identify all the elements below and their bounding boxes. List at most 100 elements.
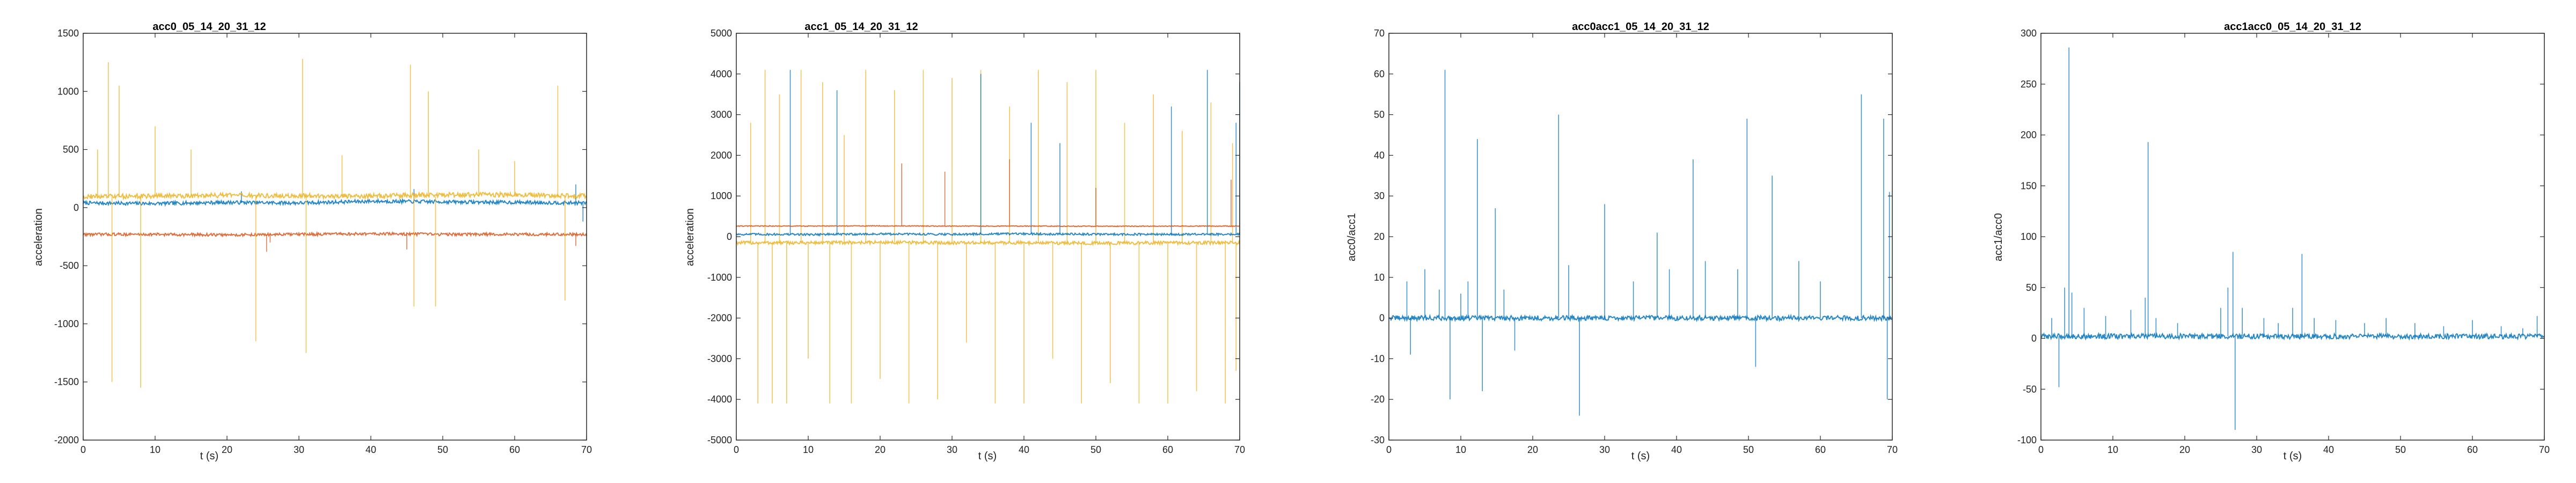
y-tick-label: -4000	[707, 394, 732, 405]
series-line	[83, 191, 587, 201]
plot-area: 0 10 20 30 40 50 60 70 -5000 -4000 -3000 -2000 -1000…	[707, 28, 1245, 455]
y-tick-label: 250	[2021, 79, 2037, 90]
y-tick-label: 20	[1374, 231, 1385, 242]
y-tick-label: 1500	[57, 28, 79, 39]
series-2	[83, 58, 587, 388]
subplot-acc0: acc0_05_14_20_31_12 acceleration t (s) 0…	[33, 21, 592, 462]
x-tick-label: 40	[1671, 444, 1682, 455]
x-tick-label: 70	[581, 444, 592, 455]
x-tick-label: 20	[875, 444, 885, 455]
y-tick-label: -1500	[54, 377, 79, 387]
subplot-acc1acc0: acc1acc0_05_14_20_31_12 acc1/acc0 t (s) …	[1993, 21, 2550, 462]
y-tick-label: -500	[60, 260, 79, 271]
x-tick-label: 30	[2251, 444, 2262, 455]
y-tick-label: 0	[2031, 333, 2037, 344]
x-tick-label: 0	[734, 444, 739, 455]
y-tick-label: 100	[2021, 231, 2037, 242]
x-tick-label: 50	[2395, 444, 2406, 455]
series-1	[83, 231, 587, 252]
y-tick-label: 40	[1374, 150, 1385, 160]
x-tick-label: 10	[1455, 444, 1466, 455]
y-tick-label: 3000	[711, 109, 732, 120]
y-tick-label: 150	[2021, 180, 2037, 191]
x-tick-label: 20	[2179, 444, 2190, 455]
x-tick-label: 50	[437, 444, 448, 455]
x-tick-label: 0	[80, 444, 86, 455]
x-tick-label: 10	[803, 444, 814, 455]
x-tick-label: 50	[1091, 444, 1101, 455]
x-tick-label: 40	[365, 444, 376, 455]
y-tick-label: -100	[2017, 435, 2037, 445]
x-tick-label: 30	[1599, 444, 1610, 455]
x-tick-label: 20	[222, 444, 232, 455]
y-tick-label: 50	[2026, 282, 2037, 293]
y-tick-label: -3000	[707, 353, 732, 364]
x-tick-label: 60	[1815, 444, 1826, 455]
series-0	[83, 184, 587, 222]
y-tick-label: 5000	[711, 28, 732, 39]
x-tick-label: 40	[2323, 444, 2334, 455]
y-axis-label: acceleration	[684, 208, 696, 266]
y-tick-label: 0	[74, 202, 79, 213]
series-line	[736, 224, 1240, 228]
x-tick-label: 40	[1019, 444, 1029, 455]
chart-title: acc0_05_14_20_31_12	[152, 21, 266, 33]
plot-area: 0 10 20 30 40 50 60 70 -30 -20 -10 0 10 20 30 40 50 60 70	[1371, 28, 1898, 455]
x-tick-label: 60	[509, 444, 520, 455]
y-tick-label: -2000	[54, 435, 79, 445]
y-tick-label: -5000	[707, 435, 732, 445]
y-tick-label: -2000	[707, 313, 732, 324]
y-tick-label: -10	[1371, 353, 1385, 364]
y-tick-label: 0	[727, 231, 732, 242]
x-tick-label: 10	[150, 444, 160, 455]
x-tick-label: 60	[1162, 444, 1173, 455]
y-tick-label: 0	[1379, 313, 1385, 324]
y-tick-label: -20	[1371, 394, 1385, 405]
y-tick-label: 50	[1374, 109, 1385, 120]
chart-title: acc1acc0_05_14_20_31_12	[2224, 21, 2361, 33]
y-tick-label: 1000	[711, 191, 732, 201]
plot-area: 0 10 20 30 40 50 60 70 -2000 -1500 -1000 -500 0 500 10…	[54, 28, 592, 455]
x-tick-label: 10	[2107, 444, 2118, 455]
series-line	[83, 231, 587, 238]
x-tick-label: 20	[1527, 444, 1538, 455]
y-axis-label: acceleration	[33, 208, 45, 266]
x-tick-label: 0	[1386, 444, 1392, 455]
series-line	[736, 231, 1240, 237]
y-tick-label: 500	[63, 144, 79, 155]
y-tick-label: -1000	[707, 272, 732, 283]
series-line	[83, 197, 587, 207]
subplot-acc0acc1: acc0acc1_05_14_20_31_12 acc0/acc1 t (s) …	[1346, 21, 1898, 462]
y-tick-label: 200	[2021, 130, 2037, 141]
chart-title: acc0acc1_05_14_20_31_12	[1572, 21, 1709, 33]
series-line	[736, 239, 1240, 247]
y-tick-label: 1000	[57, 86, 79, 97]
y-tick-label: -1000	[54, 318, 79, 329]
y-tick-label: 300	[2021, 28, 2037, 39]
series-0	[2040, 47, 2545, 430]
x-tick-label: 70	[2539, 444, 2550, 455]
series-line	[1388, 313, 1893, 323]
x-tick-label: 30	[294, 444, 304, 455]
y-tick-label: -50	[2023, 384, 2037, 394]
series-0	[1388, 70, 1893, 416]
y-tick-label: 70	[1374, 28, 1385, 39]
y-tick-label: 10	[1374, 272, 1385, 283]
plot-area: 0 10 20 30 40 50 60 70 -100 -50 0 50 100 150 200 250 300	[2017, 28, 2550, 455]
y-tick-label: 2000	[711, 150, 732, 160]
x-axis-label: t (s)	[1631, 450, 1650, 462]
series-2	[736, 159, 1240, 228]
x-tick-label: 70	[1887, 444, 1898, 455]
y-tick-label: 4000	[711, 69, 732, 79]
x-axis-label: t (s)	[200, 450, 218, 462]
y-tick-label: 60	[1374, 69, 1385, 79]
x-axis-label: t (s)	[2284, 450, 2302, 462]
subplot-acc1: acc1_05_14_20_31_12 acceleration t (s) 0…	[684, 21, 1245, 462]
x-axis-label: t (s)	[978, 450, 997, 462]
x-tick-label: 50	[1743, 444, 1754, 455]
x-tick-label: 0	[2038, 444, 2044, 455]
chart-title: acc1_05_14_20_31_12	[804, 21, 918, 33]
y-axis-label: acc1/acc0	[1993, 213, 2004, 261]
y-tick-label: 30	[1374, 191, 1385, 201]
